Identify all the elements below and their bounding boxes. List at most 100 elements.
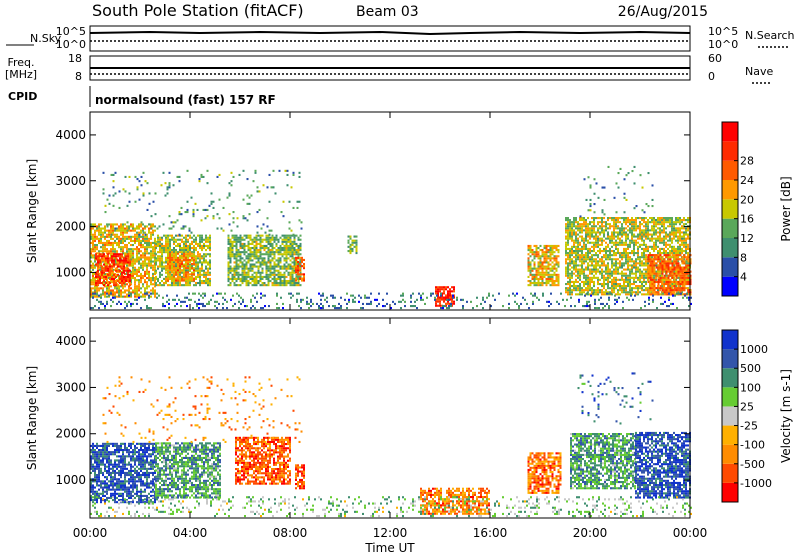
- power-cell: [284, 237, 286, 239]
- power-cell: [112, 291, 114, 293]
- power-cell: [270, 280, 272, 282]
- power-cell: [571, 231, 573, 233]
- power-cell: [660, 262, 662, 264]
- power-cell: [591, 279, 593, 281]
- power-cell: [577, 264, 579, 266]
- power-cell: [294, 239, 296, 241]
- power-cell: [688, 256, 690, 258]
- power-cell: [165, 261, 167, 263]
- power-cell: [179, 265, 181, 267]
- power-cell: [286, 253, 288, 255]
- power-cell: [276, 270, 278, 272]
- power-cell: [286, 280, 288, 282]
- power-cell: [575, 264, 577, 266]
- power-cell: [617, 248, 619, 250]
- power-cell: [207, 261, 209, 263]
- power-cell: [183, 255, 185, 257]
- power-cell: [187, 284, 189, 286]
- power-cell: [114, 248, 116, 250]
- power-cell: [589, 229, 591, 231]
- power-cell: [262, 270, 264, 272]
- power-cell: [171, 274, 173, 276]
- power-cell: [142, 277, 144, 279]
- power-cell: [169, 249, 171, 251]
- power-cell: [583, 246, 585, 248]
- power-cell: [554, 272, 556, 274]
- power-cell: [290, 259, 292, 261]
- power-cell: [542, 278, 544, 280]
- power-cell: [540, 276, 542, 278]
- power-cell: [565, 283, 567, 285]
- power-cell: [266, 268, 268, 270]
- power-cell: [528, 247, 530, 249]
- power-cell: [201, 274, 203, 276]
- power-cell: [639, 287, 641, 289]
- power-cell: [587, 277, 589, 279]
- power-cell: [274, 280, 276, 282]
- power-cell: [110, 285, 112, 287]
- power-cell: [148, 273, 150, 275]
- power-cell: [605, 258, 607, 260]
- power-cell: [603, 293, 605, 295]
- power-cell: [528, 245, 530, 247]
- power-cell: [268, 241, 270, 243]
- power-cell: [611, 283, 613, 285]
- power-cell: [171, 249, 173, 251]
- power-cell: [657, 223, 659, 225]
- power-cell: [298, 249, 300, 251]
- power-cell: [111, 268, 113, 270]
- power-cell: [191, 263, 193, 265]
- power-cell: [579, 258, 581, 260]
- power-cell: [597, 231, 599, 233]
- power-cell: [199, 261, 201, 263]
- power-cell: [565, 246, 567, 248]
- power-cell: [127, 205, 129, 207]
- power-cell: [625, 285, 627, 287]
- power-cell: [183, 265, 185, 267]
- power-cell: [623, 242, 625, 244]
- power-cell: [201, 237, 203, 239]
- power-cell: [137, 188, 139, 190]
- power-cell: [667, 244, 669, 246]
- power-cell: [97, 282, 99, 284]
- power-cell: [201, 249, 203, 251]
- power-cell: [665, 250, 667, 252]
- power-cell: [556, 276, 558, 278]
- power-cell: [688, 258, 690, 260]
- power-cell: [298, 237, 300, 239]
- power-cell: [113, 174, 115, 176]
- power-cell: [443, 301, 445, 303]
- power-cell: [619, 244, 621, 246]
- power-cell: [240, 284, 242, 286]
- power-cell: [573, 234, 575, 236]
- power-cell: [650, 269, 652, 271]
- power-cell: [286, 266, 288, 268]
- power-cell: [435, 290, 437, 292]
- power-cell: [659, 223, 661, 225]
- power-cell: [187, 247, 189, 249]
- power-cell: [625, 236, 627, 238]
- power-cell: [672, 291, 674, 293]
- power-cell: [185, 245, 187, 247]
- power-cell: [134, 269, 136, 271]
- power-cell: [128, 228, 130, 230]
- power-cell: [656, 262, 658, 264]
- power-cell: [244, 239, 246, 241]
- power-cell: [672, 264, 674, 266]
- power-cell: [573, 250, 575, 252]
- power-cell: [673, 225, 675, 227]
- power-cell: [641, 293, 643, 295]
- power-cell: [597, 283, 599, 285]
- power-cell: [593, 275, 595, 277]
- power-cell: [676, 277, 678, 279]
- power-cell: [109, 278, 111, 280]
- power-cell: [100, 228, 102, 230]
- power-cell: [94, 246, 96, 248]
- power-cell: [258, 268, 260, 270]
- power-cell: [104, 228, 106, 230]
- power-cell: [591, 254, 593, 256]
- power-cell: [627, 234, 629, 236]
- power-cell: [120, 240, 122, 242]
- power-cell: [152, 254, 154, 256]
- power-cell: [625, 275, 627, 277]
